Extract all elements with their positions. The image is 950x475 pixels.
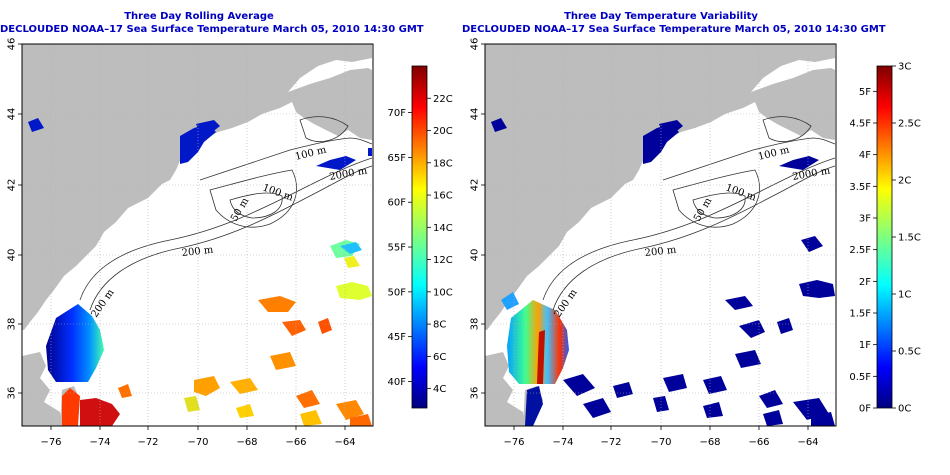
colorbar-celsius-label: 3C: [898, 62, 911, 73]
colorbar-celsius-label: 18C: [433, 158, 453, 169]
y-axis-ticks: 36 38 40 42 44 46: [470, 38, 485, 400]
colorbar-fahrenheit-label: 45F: [388, 332, 407, 343]
colorbar-celsius-label: 4C: [433, 384, 446, 395]
colorbar-fahrenheit-label: 3.5F: [849, 182, 871, 193]
colorbar-fahrenheit-label: 40F: [388, 377, 407, 388]
colorbar-fahrenheit-label: 2.5F: [849, 245, 871, 256]
y-tick-label: 44: [7, 108, 18, 121]
right-map-subtitle: DECLOUDED NOAA–17 Sea Surface Temperatur…: [462, 24, 886, 35]
y-tick-label: 40: [7, 249, 18, 262]
y-tick-label: 40: [470, 249, 481, 262]
y-tick-label: 38: [470, 318, 481, 331]
y-tick-label: 46: [470, 38, 481, 51]
y-tick-label: 38: [7, 318, 18, 331]
colorbar-celsius-label: 8C: [433, 320, 446, 331]
colorbar-fahrenheit-label: 4F: [859, 150, 871, 161]
colorbar-fahrenheit-label: 1F: [859, 340, 871, 351]
colorbar-celsius-label: 14C: [433, 223, 453, 234]
colorbar-fahrenheit-label: 5F: [859, 87, 871, 98]
sst-gradient-patch: [46, 304, 132, 426]
temperature-colorbar: 4C 6C 8C 10C 12C 14C 16C 18C 20C 22C 40F 45F 50F 55F…: [388, 65, 453, 409]
y-tick-label: 36: [470, 387, 481, 400]
x-axis-ticks: −76 −74 −72 −70 −68 −66 −64: [503, 426, 819, 448]
variability-colorbar: 0C 0.5C 1C 1.5C 2C 2.5C 3C 0F 0.5F 1F 1.5F 2F 2.5F 3…: [849, 62, 921, 415]
colorbar-fahrenheit-label: 65F: [388, 153, 407, 164]
colorbar-fahrenheit-label: 2F: [859, 277, 871, 288]
colorbar-fahrenheit-label: 70F: [388, 108, 407, 119]
graticule: [22, 44, 372, 426]
colorbar-fahrenheit-label: 1.5F: [849, 309, 871, 320]
x-tick-label: −66: [748, 437, 769, 448]
colorbar-celsius-label: 16C: [433, 191, 453, 202]
x-tick-label: −66: [285, 437, 306, 448]
bathymetry-contours: [79, 116, 373, 311]
colorbar-celsius-label: 0.5C: [898, 347, 921, 358]
colorbar-celsius-label: 22C: [433, 94, 453, 105]
x-tick-label: −70: [650, 437, 671, 448]
x-tick-label: −74: [552, 437, 573, 448]
colorbar-celsius-label: 1.5C: [898, 233, 921, 244]
colorbar-celsius-label: 20C: [433, 126, 453, 137]
low-variability-patches: [491, 118, 835, 426]
x-tick-label: −68: [699, 437, 720, 448]
colorbar-celsius-label: 1C: [898, 290, 911, 301]
colorbar-fahrenheit-label: 0F: [859, 404, 871, 415]
bathymetry-contours: [542, 116, 836, 311]
colorbar-celsius-label: 2.5C: [898, 119, 921, 130]
x-tick-label: −68: [236, 437, 257, 448]
x-tick-label: −70: [187, 437, 208, 448]
x-tick-label: −64: [334, 437, 355, 448]
y-tick-label: 42: [7, 179, 18, 192]
y-axis-ticks: 36 38 40 42 44 46: [7, 38, 22, 400]
y-tick-label: 44: [470, 108, 481, 121]
colorbar-celsius-label: 0C: [898, 404, 911, 415]
depth-label: 200 m: [181, 245, 214, 259]
colorbar-celsius-label: 6C: [433, 352, 446, 363]
colorbar-celsius-label: 2C: [898, 176, 911, 187]
colorbar-fahrenheit-label: 3F: [859, 214, 871, 225]
warm-water-patches: [184, 240, 372, 426]
left-map-subtitle: DECLOUDED NOAA–17 Sea Surface Temperatur…: [0, 24, 424, 35]
x-tick-label: −64: [797, 437, 818, 448]
graticule: [485, 44, 835, 426]
y-tick-label: 36: [7, 387, 18, 400]
depth-label: 200 m: [644, 245, 677, 259]
left-map-title: Three Day Rolling Average: [124, 11, 274, 22]
x-tick-label: −76: [40, 437, 61, 448]
x-axis-ticks: −76 −74 −72 −70 −68 −66 −64: [40, 426, 356, 448]
y-tick-label: 42: [470, 179, 481, 192]
colorbar-fahrenheit-label: 50F: [388, 287, 407, 298]
colorbar-fahrenheit-label: 55F: [388, 243, 407, 254]
colorbar-fahrenheit-label: 60F: [388, 198, 407, 209]
variability-patch: [501, 292, 569, 426]
x-tick-label: −74: [89, 437, 110, 448]
right-map-title: Three Day Temperature Variability: [564, 11, 758, 22]
colorbar-celsius-label: 12C: [433, 255, 453, 266]
colorbar-fahrenheit-label: 4.5F: [849, 119, 871, 130]
x-tick-label: −72: [600, 437, 621, 448]
x-tick-label: −72: [137, 437, 158, 448]
x-tick-label: −76: [503, 437, 524, 448]
colorbar-celsius-label: 10C: [433, 287, 453, 298]
y-tick-label: 46: [7, 38, 18, 51]
colorbar-fahrenheit-label: 0.5F: [849, 372, 871, 383]
land-mass: [22, 44, 372, 426]
